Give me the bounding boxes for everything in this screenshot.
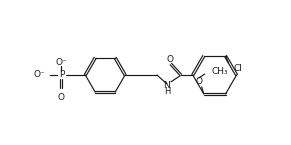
Text: O: O [58,93,65,102]
Text: CH₃: CH₃ [212,67,228,76]
Text: O: O [166,55,173,64]
Text: O: O [195,77,202,86]
Text: O⁻: O⁻ [56,58,67,67]
Text: H: H [164,87,170,96]
Text: P: P [59,70,64,79]
Text: Cl: Cl [234,65,242,74]
Text: O⁻: O⁻ [34,70,45,79]
Text: N: N [164,81,170,90]
